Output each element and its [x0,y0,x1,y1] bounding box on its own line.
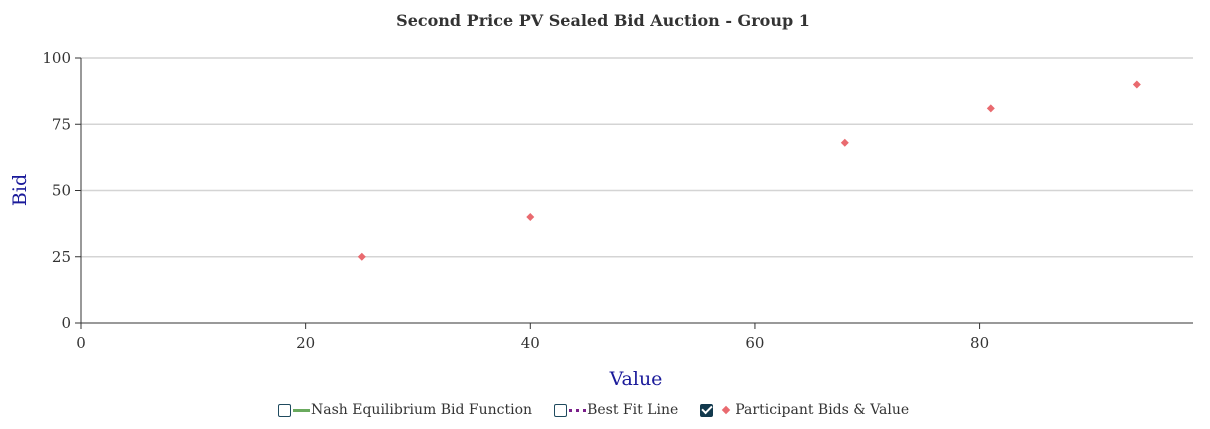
y-tick-label: 75 [52,115,71,133]
legend-label-participant-bids: Participant Bids & Value [735,402,910,418]
y-axis-title: Bid [9,174,31,206]
chart-title: Second Price PV Sealed Bid Auction - Gro… [396,11,810,30]
diamond-marker-icon [722,405,731,415]
x-axis-ticks: 0 20 40 60 80 [76,323,989,352]
y-axis-ticks: 0 25 50 75 100 [42,49,81,332]
data-point[interactable] [840,138,849,147]
participant-bids-checkbox[interactable] [700,403,714,417]
data-point[interactable] [526,213,535,221]
nash-line-swatch [293,408,310,412]
data-point[interactable] [1132,80,1141,89]
gridlines [81,57,1193,258]
nash-checkbox[interactable] [278,403,291,417]
legend-label-best-fit: Best Fit Line [587,402,679,418]
x-tick-label: 40 [521,334,540,352]
scatter-chart: Second Price PV Sealed Bid Auction - Gro… [9,11,1193,390]
legend-item-best-fit[interactable]: Best Fit Line [554,402,678,418]
data-point[interactable] [357,252,366,261]
best-fit-line-swatch [569,408,587,412]
best-fit-checkbox[interactable] [554,403,568,417]
legend: Nash Equilibrium Bid Function Best Fit L… [278,399,931,421]
data-points [357,80,1141,261]
legend-item-participant-bids[interactable]: Participant Bids & Value [700,402,909,418]
y-tick-label: 50 [52,182,71,200]
x-tick-label: 80 [970,334,989,352]
y-tick-label: 0 [61,314,71,332]
y-tick-label: 100 [42,49,71,67]
legend-label-nash: Nash Equilibrium Bid Function [311,402,533,418]
y-tick-label: 25 [52,248,71,266]
x-tick-label: 20 [296,334,315,352]
x-tick-label: 0 [76,334,86,352]
legend-item-nash[interactable]: Nash Equilibrium Bid Function [278,402,532,418]
x-axis-title: Value [609,368,663,390]
x-tick-label: 60 [745,334,764,352]
data-point[interactable] [986,104,995,113]
